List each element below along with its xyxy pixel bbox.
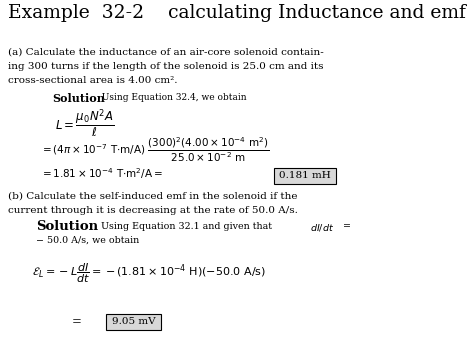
Text: ing 300 turns if the length of the solenoid is 25.0 cm and its: ing 300 turns if the length of the solen… [8,62,323,71]
Text: Solution: Solution [36,220,98,233]
Text: Using Equation 32.1 and given that: Using Equation 32.1 and given that [95,222,275,231]
Text: 9.05 mV: 9.05 mV [112,317,155,327]
Bar [106,314,161,330]
Text: Example  32-2    calculating Inductance and emf: Example 32-2 calculating Inductance and … [8,4,466,22]
Text: cross-sectional area is 4.00 cm².: cross-sectional area is 4.00 cm². [8,76,177,85]
Text: Solution: Solution [52,93,105,104]
Text: $= 1.81 \times 10^{-4}\ \mathrm{T{\cdot}m^2/A} =$: $= 1.81 \times 10^{-4}\ \mathrm{T{\cdot}… [40,166,163,181]
Text: (a) Calculate the inductance of an air-core solenoid contain-: (a) Calculate the inductance of an air-c… [8,48,324,57]
Bar [274,168,336,184]
Text: Using Equation 32.4, we obtain: Using Equation 32.4, we obtain [96,93,246,102]
Text: − 50.0 A/s, we obtain: − 50.0 A/s, we obtain [36,236,139,245]
Text: =: = [72,315,82,328]
Text: $\mathcal{E}_L = -L\dfrac{dI}{dt} = -(1.81 \times 10^{-4}\ \mathrm{H})(-50.0\ \m: $\mathcal{E}_L = -L\dfrac{dI}{dt} = -(1.… [32,262,266,285]
Text: $L = \dfrac{\mu_0 N^2 A}{\ell}$: $L = \dfrac{\mu_0 N^2 A}{\ell}$ [55,108,114,140]
Text: $dI/dt$: $dI/dt$ [310,222,334,233]
Text: (b) Calculate the self-induced emf in the solenoid if the: (b) Calculate the self-induced emf in th… [8,192,298,201]
Text: current through it is decreasing at the rate of 50.0 A/s.: current through it is decreasing at the … [8,206,298,215]
Text: $= (4\pi \times 10^{-7}\ \mathrm{T{\cdot}m/A})\ \dfrac{(300)^2(4.00 \times 10^{-: $= (4\pi \times 10^{-7}\ \mathrm{T{\cdot… [40,135,269,164]
Text: 0.181 mH: 0.181 mH [279,171,331,180]
Text: =: = [340,222,351,231]
